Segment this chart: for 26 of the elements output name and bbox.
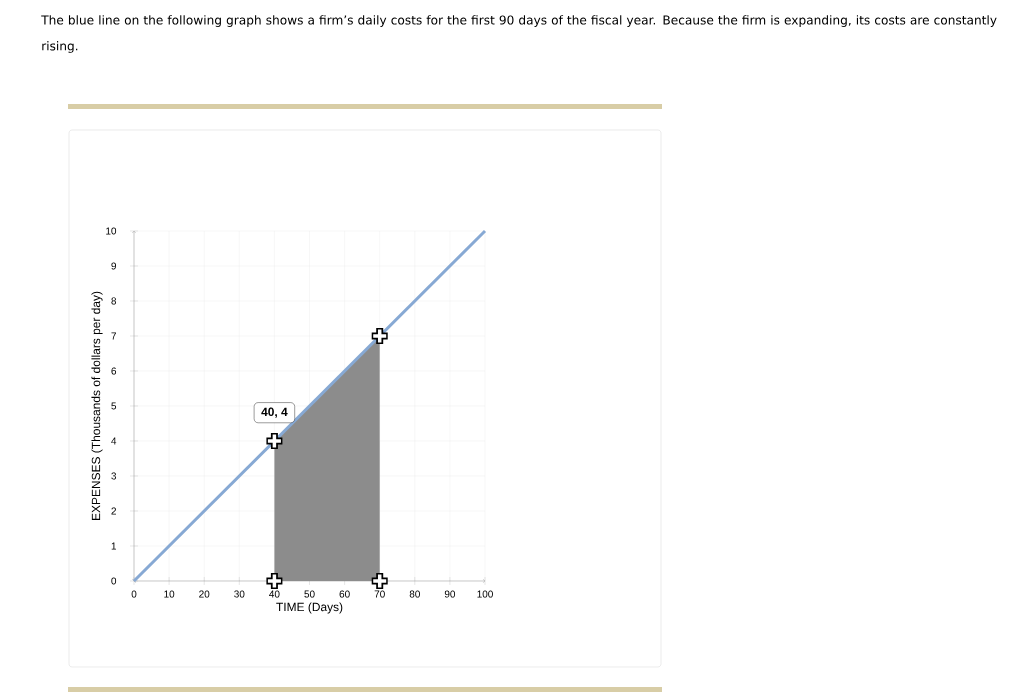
y-tick-label: 8 — [111, 297, 117, 305]
x-tick-label: 80 — [409, 590, 420, 598]
x-tick-label: 100 — [477, 590, 493, 598]
y-tick-label: 5 — [111, 402, 117, 410]
y-tick-label: 7 — [111, 332, 116, 340]
y-tick-label: 4 — [111, 437, 117, 445]
x-axis-title: TIME (Days) — [276, 602, 343, 614]
x-tick-label: 70 — [374, 590, 385, 598]
x-tick-label: 50 — [304, 590, 315, 598]
x-tick-label: 0 — [131, 590, 137, 598]
y-tick-label: 6 — [111, 367, 117, 375]
y-tick-label: 3 — [111, 472, 117, 480]
y-axis-title: EXPENSES (Thousands of dollars per day) — [91, 291, 103, 520]
x-tick-label: 30 — [234, 590, 245, 598]
y-tick-label: 10 — [106, 227, 117, 235]
text: The blue line on the following graph shows a firm’s daily costs for the first 90 days of the fiscal year. Because the firm is expanding, its costs are constantly rising. — [41, 15, 997, 53]
x-tick-label: 20 — [199, 590, 210, 598]
x-tick-label: 40 — [269, 590, 280, 598]
x-tick-label: 90 — [444, 590, 456, 598]
y-tick-label: 1 — [111, 542, 117, 550]
x-tick-label: 10 — [164, 590, 175, 598]
y-tick-label: 0 — [111, 577, 117, 585]
y-tick-label: 2 — [111, 507, 116, 515]
annotation: 40, 4 — [261, 407, 288, 418]
y-tick-label: 9 — [111, 262, 117, 270]
x-tick-label: 60 — [339, 590, 350, 598]
